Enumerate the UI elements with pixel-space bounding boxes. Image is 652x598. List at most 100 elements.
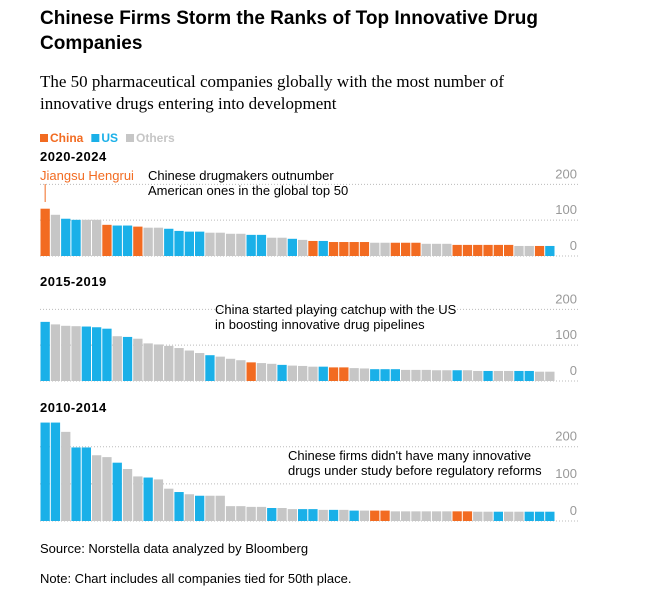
- bar: [545, 245, 555, 256]
- bar: [380, 369, 390, 381]
- y-tick-label: 200: [555, 166, 577, 181]
- bar: [380, 242, 390, 256]
- bar: [143, 343, 153, 381]
- bar: [349, 368, 359, 381]
- bar: [153, 227, 164, 256]
- bar: [112, 462, 122, 521]
- annotation: Chinese firms didn't have many innovativ…: [288, 448, 531, 463]
- bar: [122, 469, 133, 521]
- bar: [287, 509, 297, 521]
- panel-title: 2015-2019: [40, 274, 107, 289]
- bar: [81, 326, 91, 381]
- bar: [143, 477, 153, 521]
- bar: [411, 242, 421, 256]
- bar: [359, 510, 370, 521]
- bar: [401, 511, 411, 521]
- bar: [71, 326, 81, 381]
- bar: [102, 224, 112, 256]
- bar: [71, 219, 81, 256]
- bar: [40, 321, 50, 381]
- bar: [92, 219, 102, 256]
- bar: [493, 370, 503, 381]
- bar: [225, 506, 236, 521]
- bar: [40, 422, 50, 521]
- bar: [442, 243, 452, 256]
- bar: [514, 511, 524, 521]
- bar: [215, 356, 225, 381]
- bar: [431, 370, 442, 381]
- legend-label: China: [50, 131, 84, 145]
- bar: [359, 242, 370, 256]
- bar: [504, 370, 514, 381]
- bar: [133, 338, 143, 381]
- bar: [246, 506, 256, 521]
- bar: [61, 431, 71, 521]
- bar: [390, 369, 400, 381]
- bar: [81, 219, 91, 256]
- bar: [524, 245, 534, 256]
- bar: [504, 511, 514, 521]
- bar: [174, 348, 184, 381]
- title-line: Companies: [40, 33, 142, 54]
- bar: [61, 218, 71, 256]
- annotation: in boosting innovative drug pipelines: [215, 317, 425, 332]
- bar: [153, 344, 164, 381]
- note: Note: Chart includes all companies tied …: [40, 571, 351, 586]
- bar: [184, 231, 194, 256]
- bar: [195, 353, 205, 381]
- bar: [452, 370, 462, 381]
- bar: [112, 225, 122, 256]
- bar: [308, 366, 318, 381]
- y-tick-label: 100: [555, 466, 577, 481]
- bar: [205, 495, 215, 521]
- bar: [122, 336, 133, 381]
- bar: [401, 242, 411, 256]
- bar: [112, 336, 122, 381]
- bar: [462, 244, 473, 256]
- bar: [339, 509, 349, 521]
- source: Source: Norstella data analyzed by Bloom…: [40, 541, 308, 556]
- bar: [504, 244, 514, 256]
- bar: [102, 328, 112, 381]
- bar: [390, 242, 400, 256]
- bar: [442, 511, 452, 521]
- bar: [431, 511, 442, 521]
- bar: [473, 511, 483, 521]
- bar: [92, 327, 102, 381]
- bar: [483, 370, 493, 381]
- bar: [318, 366, 328, 381]
- bar: [328, 242, 339, 256]
- bar: [122, 225, 133, 256]
- bar: [298, 365, 308, 381]
- bar: [61, 325, 71, 381]
- bar: [277, 364, 287, 381]
- bar: [164, 345, 174, 381]
- bar: [308, 240, 318, 256]
- bar: [359, 368, 370, 381]
- bar: [390, 511, 400, 521]
- legend-label: Others: [136, 131, 175, 145]
- bar: [421, 511, 431, 521]
- y-tick-label: 100: [555, 327, 577, 342]
- subtitle-line: The 50 pharmaceutical companies globally…: [40, 72, 504, 91]
- y-tick-label: 0: [570, 238, 577, 253]
- bar: [225, 233, 236, 256]
- bar: [452, 244, 462, 256]
- bar: [483, 244, 493, 256]
- legend-label: US: [101, 131, 118, 145]
- bar: [452, 511, 462, 521]
- panel-title: 2020-2024: [40, 149, 107, 164]
- bar: [298, 239, 308, 256]
- bar: [267, 508, 277, 521]
- bar: [195, 231, 205, 256]
- bar: [411, 511, 421, 521]
- bar: [153, 479, 164, 521]
- bar: [225, 358, 236, 381]
- bar: [370, 369, 380, 381]
- annotation: drugs under study before regulatory refo…: [288, 463, 542, 478]
- bar: [534, 245, 545, 256]
- bar: [318, 509, 328, 521]
- bar: [143, 227, 153, 256]
- bar: [328, 509, 339, 521]
- bar: [71, 447, 81, 521]
